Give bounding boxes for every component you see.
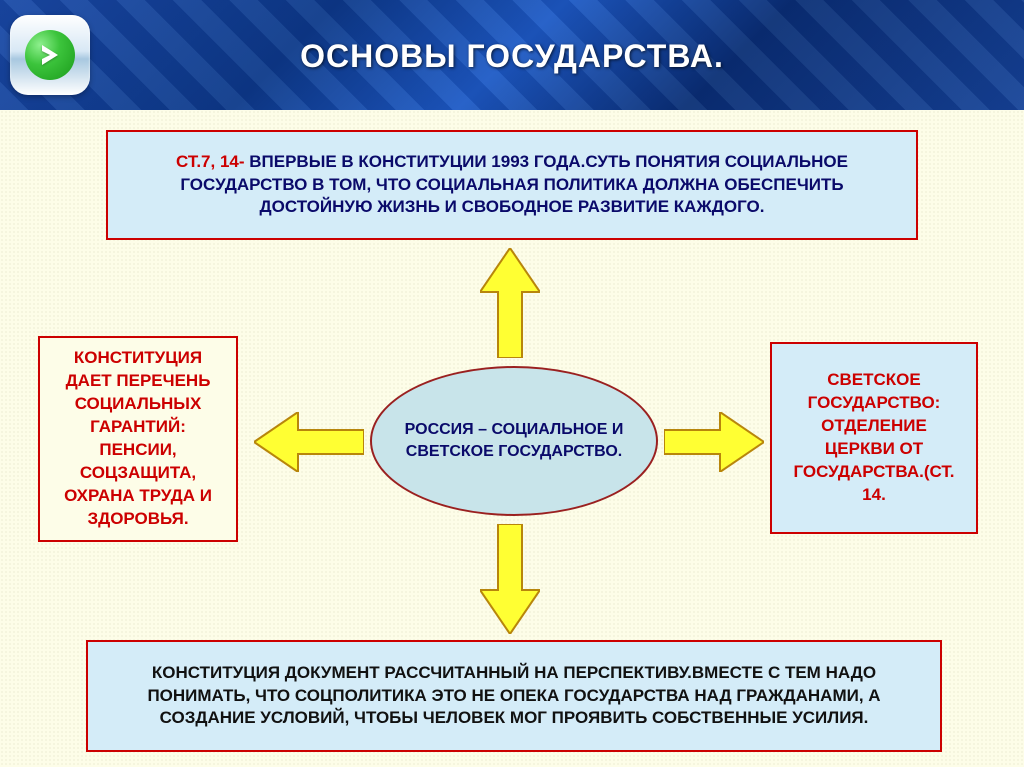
left-box: КОНСТИТУЦИЯ ДАЕТ ПЕРЕЧЕНЬ СОЦИАЛЬНЫХ ГАР… (38, 336, 238, 542)
left-box-text: КОНСТИТУЦИЯ ДАЕТ ПЕРЕЧЕНЬ СОЦИАЛЬНЫХ ГАР… (54, 347, 222, 531)
right-box: СВЕТСКОЕ ГОСУДАРСТВО: ОТДЕЛЕНИЕ ЦЕРКВИ О… (770, 342, 978, 534)
center-text: РОССИЯ – СОЦИАЛЬНОЕ И СВЕТСКОЕ ГОСУДАРСТ… (392, 419, 636, 462)
slide-header: ОСНОВЫ ГОСУДАРСТВА. (0, 0, 1024, 110)
slide-title: ОСНОВЫ ГОСУДАРСТВА. (0, 38, 1024, 75)
arrow-down-icon (480, 524, 540, 634)
center-ellipse: РОССИЯ – СОЦИАЛЬНОЕ И СВЕТСКОЕ ГОСУДАРСТ… (370, 366, 658, 516)
right-box-text: СВЕТСКОЕ ГОСУДАРСТВО: ОТДЕЛЕНИЕ ЦЕРКВИ О… (786, 369, 962, 507)
top-box-accent: СТ.7, 14- (176, 152, 245, 171)
bottom-box: КОНСТИТУЦИЯ ДОКУМЕНТ РАССЧИТАННЫЙ НА ПЕР… (86, 640, 942, 752)
arrow-left-icon (254, 412, 364, 472)
bottom-box-text: КОНСТИТУЦИЯ ДОКУМЕНТ РАССЧИТАННЫЙ НА ПЕР… (102, 662, 926, 731)
slide-content: СТ.7, 14- ВПЕРВЫЕ В КОНСТИТУЦИИ 1993 ГОД… (0, 110, 1024, 767)
top-box-text: ВПЕРВЫЕ В КОНСТИТУЦИИ 1993 ГОДА.СУТЬ ПОН… (180, 152, 848, 217)
top-box: СТ.7, 14- ВПЕРВЫЕ В КОНСТИТУЦИИ 1993 ГОД… (106, 130, 918, 240)
arrow-right-shape-icon (664, 412, 764, 472)
arrow-up-icon (480, 248, 540, 358)
